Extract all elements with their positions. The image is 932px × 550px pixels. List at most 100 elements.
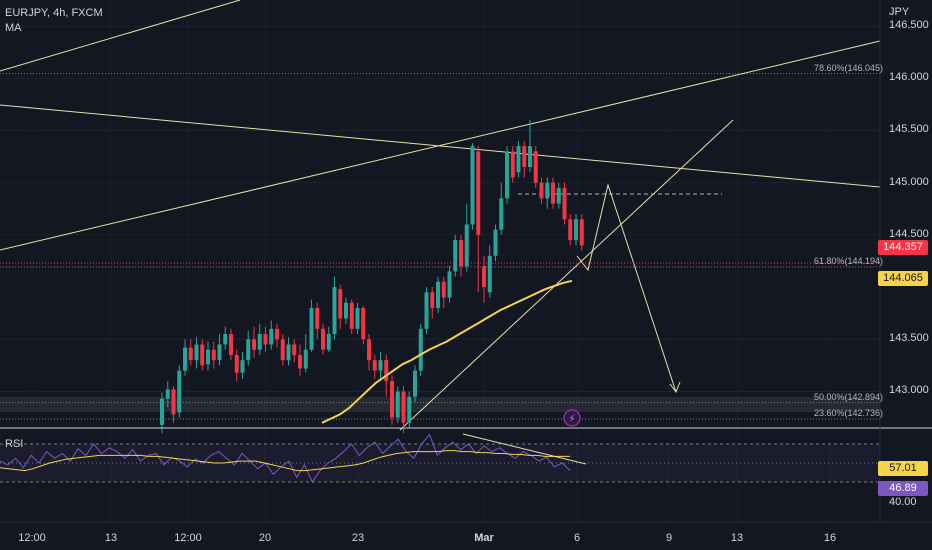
- time-tick-label: 16: [823, 532, 837, 544]
- candle-body: [413, 370, 417, 397]
- candle-body: [372, 360, 377, 371]
- candle-body: [303, 349, 308, 369]
- candle-body: [482, 266, 486, 288]
- fib-zone: [0, 397, 880, 412]
- fib-label: 78.60%(146.045): [814, 62, 884, 73]
- price-tick-label: 145.000: [889, 175, 929, 188]
- candle-body: [430, 292, 435, 308]
- candle-body: [338, 289, 343, 319]
- rsi-ma-badge: 57.01: [878, 461, 928, 476]
- candle-body: [171, 389, 176, 415]
- candle-body: [568, 219, 573, 241]
- candle-body: [367, 339, 371, 361]
- candle-body: [545, 182, 550, 199]
- candle-body: [436, 281, 440, 308]
- trendline-top-left: [0, 0, 241, 72]
- candle-body: [344, 302, 348, 319]
- candle-body: [211, 349, 216, 361]
- candle-body: [528, 146, 532, 168]
- price-tick-label: 146.500: [889, 19, 929, 32]
- candle-body: [401, 391, 406, 423]
- candle-body: [533, 151, 538, 183]
- fib-label: 50.00%(142.894): [814, 391, 884, 402]
- candle-body: [510, 151, 515, 178]
- rsi-divergence-line: [462, 433, 587, 465]
- moving-average-line: [321, 279, 573, 424]
- currency-label: JPY: [889, 6, 910, 18]
- candle-body: [505, 151, 509, 199]
- price-tick-label: 144.500: [889, 227, 929, 240]
- candle-body: [309, 307, 314, 350]
- lightning-event-icon[interactable]: [563, 409, 581, 427]
- candle-body: [200, 344, 205, 366]
- candle-body: [188, 347, 193, 361]
- candle-body: [556, 187, 561, 204]
- fib-label: 61.80%(144.194): [814, 255, 884, 266]
- time-tick-label: 23: [351, 532, 365, 544]
- trendline-falling: [0, 104, 881, 188]
- projection-arrowhead: [669, 381, 681, 394]
- candle-body: [476, 151, 481, 235]
- candle-body: [292, 344, 297, 355]
- candle-body: [326, 334, 331, 350]
- grid-lines: [0, 25, 880, 392]
- time-tick-label: 13: [104, 532, 118, 544]
- candle-body: [441, 281, 446, 298]
- rsi-ma-line: [0, 450, 570, 472]
- time-tick-label: 6: [573, 532, 581, 544]
- candle-body: [315, 307, 320, 329]
- time-tick-label: Mar: [474, 532, 494, 544]
- rsi-label[interactable]: RSI: [5, 438, 24, 450]
- candle-body: [418, 328, 423, 371]
- time-tick-label: 9: [665, 532, 673, 544]
- current-price-badge: 144.357: [878, 240, 928, 255]
- candle-body: [246, 339, 251, 361]
- price-tick-label: 145.500: [889, 123, 929, 136]
- candle-body: [206, 349, 210, 365]
- time-tick-label: 12:00: [18, 532, 46, 544]
- candle-body: [516, 146, 521, 173]
- ma-value-badge: 144.065: [878, 271, 928, 286]
- candle-body: [459, 240, 463, 267]
- candle-body: [390, 381, 394, 418]
- candle-body: [263, 334, 268, 345]
- candle-body: [252, 339, 256, 350]
- price-tick-label: 143.000: [889, 384, 929, 397]
- candle-body: [280, 339, 285, 361]
- candle-body: [223, 334, 228, 345]
- candle-body: [183, 347, 187, 371]
- candle-body: [579, 219, 584, 246]
- candle-body: [551, 182, 555, 204]
- candle-body: [286, 344, 291, 361]
- candle-body: [470, 146, 475, 225]
- candle-body: [257, 334, 262, 350]
- candle-body: [522, 146, 527, 168]
- candle-body: [355, 307, 360, 329]
- trendline-support: [399, 119, 734, 431]
- candle-body: [562, 187, 567, 220]
- rsi-low-tick: 40.00: [889, 496, 917, 508]
- candle-body: [395, 391, 400, 418]
- candle-body: [574, 219, 578, 241]
- candle-body: [384, 360, 389, 382]
- candle-body: [217, 344, 222, 361]
- lightning-glyph: ⚡: [568, 414, 575, 425]
- candle-body: [539, 182, 544, 199]
- price-tick-label: 143.500: [889, 332, 929, 345]
- time-tick-label: 12:00: [174, 532, 202, 544]
- candle-body: [160, 398, 164, 425]
- candle-body: [407, 396, 412, 423]
- price-tick-label: 146.000: [889, 71, 929, 84]
- candle-body: [275, 328, 279, 340]
- ma-indicator-label[interactable]: MA: [5, 22, 22, 34]
- symbol-title[interactable]: EURJPY, 4h, FXCM: [5, 7, 103, 19]
- candle-body: [361, 307, 366, 340]
- time-tick-label: 20: [258, 532, 272, 544]
- candle-body: [378, 360, 383, 371]
- candle-body: [349, 302, 354, 329]
- fib-label: 23.60%(142.736): [814, 408, 884, 419]
- candle-body: [177, 370, 182, 413]
- candle-body: [499, 198, 504, 230]
- candle-body: [424, 292, 429, 329]
